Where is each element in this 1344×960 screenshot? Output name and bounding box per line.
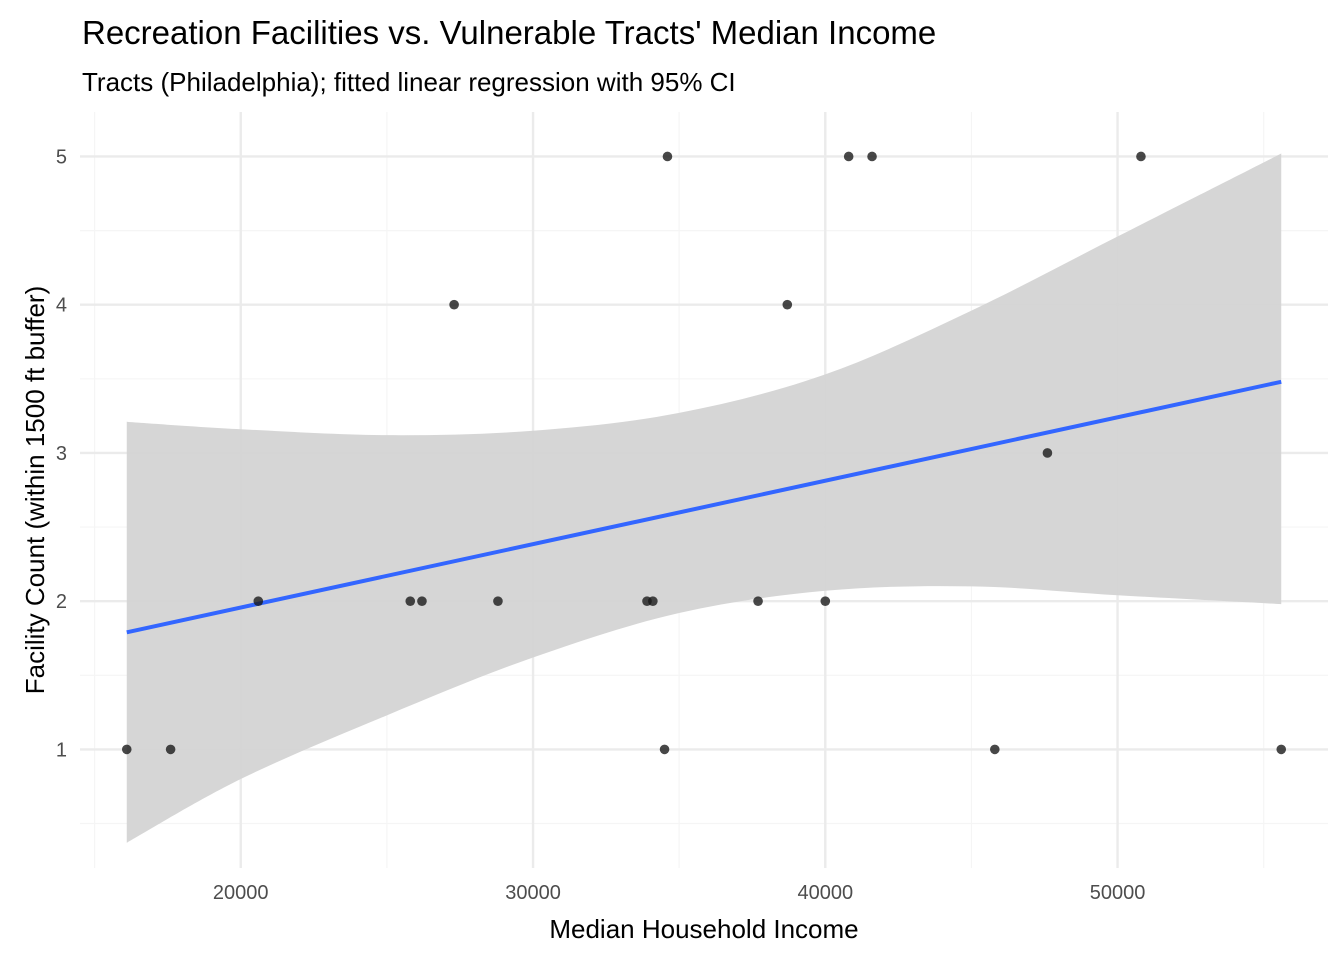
data-point [990, 744, 1000, 755]
y-tick-label: 3 [56, 443, 67, 465]
data-point [843, 151, 854, 162]
data-point [1042, 448, 1053, 458]
confidence-band [126, 153, 1282, 843]
x-axis-label: Median Household Income [549, 914, 858, 944]
plot-panel [80, 112, 1328, 868]
chart-subtitle: Tracts (Philadelphia); fitted linear reg… [82, 67, 736, 97]
data-point [121, 744, 132, 755]
y-tick-label: 5 [56, 146, 67, 168]
x-tick-label: 50000 [1090, 882, 1146, 904]
data-point [753, 596, 763, 606]
data-point [417, 596, 427, 606]
y-tick-label: 4 [56, 295, 67, 317]
regression-line [126, 379, 1282, 635]
data-point [449, 299, 459, 310]
data-point [1276, 744, 1287, 755]
x-tick-label: 30000 [505, 882, 561, 904]
y-axis-ticks: 1 2 3 4 5 [56, 146, 67, 761]
data-point [165, 744, 176, 755]
x-axis-ticks: 20000 30000 40000 50000 [213, 882, 1145, 904]
data-points [121, 151, 1287, 755]
data-point [820, 596, 831, 606]
y-tick-label: 1 [56, 739, 67, 761]
x-tick-label: 40000 [797, 882, 853, 904]
y-tick-label: 2 [56, 591, 67, 613]
chart-title: Recreation Facilities vs. Vulnerable Tra… [82, 14, 936, 51]
data-point [493, 596, 503, 606]
data-point [782, 299, 793, 310]
data-point [1136, 151, 1146, 162]
x-tick-label: 20000 [213, 882, 269, 904]
data-point [662, 151, 673, 162]
data-point [648, 596, 658, 606]
data-point [253, 596, 264, 606]
y-axis-label: Facility Count (within 1500 ft buffer) [20, 286, 50, 694]
data-point [405, 596, 416, 606]
data-point [659, 744, 670, 755]
data-point [867, 151, 877, 162]
